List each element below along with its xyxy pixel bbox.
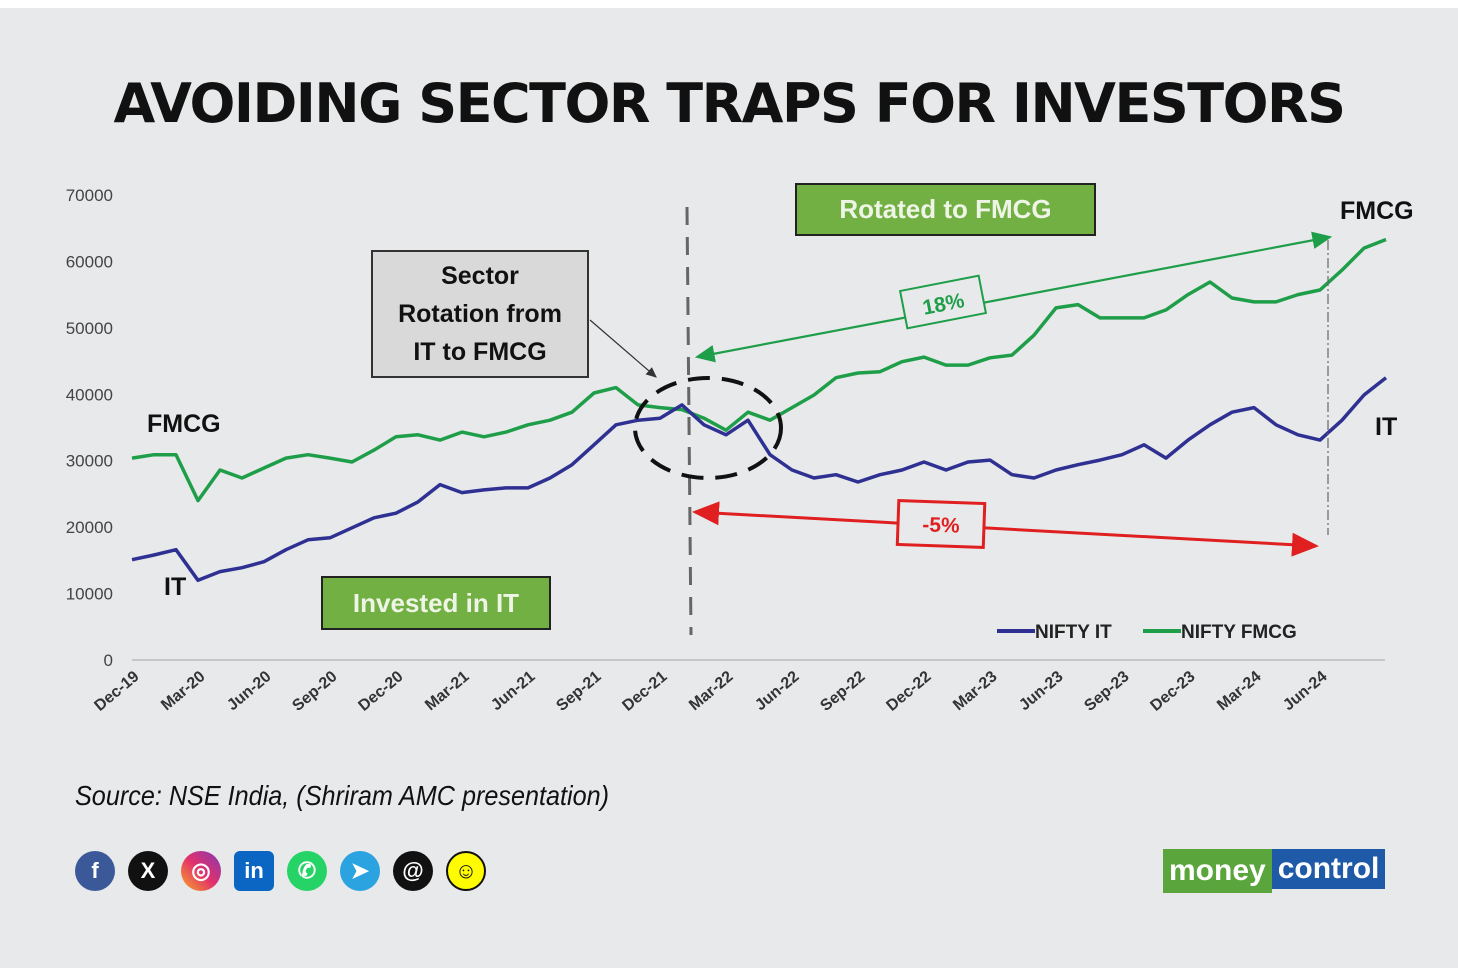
sector-rotation-box: Sector Rotation from IT to FMCG: [371, 250, 589, 378]
it-loss-label: -5%: [922, 513, 960, 537]
x-tick-label: Mar-20: [158, 668, 209, 714]
legend-label: NIFTY FMCG: [1181, 622, 1297, 643]
x-tick-label: Dec-22: [883, 668, 934, 715]
y-tick-label: 70000: [66, 186, 113, 205]
y-tick-label: 30000: [66, 452, 113, 471]
x-icon[interactable]: X: [128, 851, 168, 891]
rotation-line-2: Rotation from: [398, 300, 562, 328]
x-tick-label: Dec-23: [1147, 668, 1198, 715]
y-tick-label: 40000: [66, 385, 113, 404]
threads-icon[interactable]: @: [393, 851, 433, 891]
fmcg-left-label: FMCG: [147, 410, 221, 438]
invested-in-it-box: Invested in IT: [321, 576, 551, 630]
it-loss-arrow: [692, 501, 1319, 557]
x-tick-label: Sep-22: [817, 668, 868, 715]
facebook-icon[interactable]: f: [75, 851, 115, 891]
logo-control: control: [1271, 849, 1386, 889]
whatsapp-icon[interactable]: ✆: [287, 851, 327, 891]
series-line-nifty-it: [131, 376, 1388, 583]
page-title: AVOIDING SECTOR TRAPS FOR INVESTORS: [113, 72, 1346, 135]
x-tick-label: Dec-19: [91, 668, 142, 715]
snapchat-icon[interactable]: ☺: [446, 851, 486, 891]
legend-label: NIFTY IT: [1035, 622, 1112, 643]
x-tick-label: Sep-21: [553, 668, 604, 715]
x-tick-label: Sep-23: [1081, 668, 1132, 715]
rotation-circle: [633, 376, 783, 480]
x-tick-label: Jun-23: [1016, 668, 1067, 714]
fmcg-gain-arrow: [694, 231, 1333, 363]
x-tick-label: Jun-22: [752, 668, 803, 714]
x-tick-label: Jun-20: [224, 668, 275, 714]
source-note: Source: NSE India, (Shriram AMC presenta…: [75, 780, 610, 811]
logo-money: money: [1163, 849, 1272, 893]
x-tick-label: Jun-21: [488, 668, 539, 714]
fmcg-gain-box: [898, 274, 988, 330]
y-tick-label: 50000: [66, 319, 113, 338]
linkedin-icon[interactable]: in: [234, 851, 274, 891]
infographic-card: [0, 8, 1458, 968]
it-left-label: IT: [164, 573, 187, 601]
rotation-line-3: IT to FMCG: [413, 338, 547, 366]
instagram-icon[interactable]: ◎: [181, 851, 221, 891]
rotation-date-line: [685, 206, 693, 636]
y-tick-label: 0: [104, 651, 113, 670]
it-right-label: IT: [1375, 413, 1398, 441]
moneycontrol-logo: money control: [1163, 849, 1386, 893]
x-tick-label: Mar-21: [422, 668, 473, 714]
x-tick-label: Dec-20: [355, 668, 406, 715]
rotation-pointer-arrow: [589, 319, 657, 378]
it-loss-box: [895, 498, 987, 550]
rotation-line-1: Sector: [441, 262, 519, 290]
social-icons: f X ◎ in ✆ ➤ @ ☺: [75, 851, 486, 891]
x-tick-label: Jun-24: [1280, 668, 1331, 714]
fmcg-right-label: FMCG: [1340, 197, 1414, 225]
x-tick-label: Sep-20: [289, 668, 340, 715]
x-tick-label: Mar-22: [686, 668, 737, 714]
y-tick-label: 10000: [66, 585, 113, 604]
x-tick-label: Mar-24: [1214, 668, 1265, 714]
y-tick-label: 60000: [66, 252, 113, 271]
telegram-icon[interactable]: ➤: [340, 851, 380, 891]
x-tick-label: Mar-23: [950, 668, 1001, 714]
rotated-to-fmcg-box: Rotated to FMCG: [795, 183, 1096, 236]
x-tick-label: Dec-21: [619, 668, 670, 715]
y-tick-label: 20000: [66, 518, 113, 537]
